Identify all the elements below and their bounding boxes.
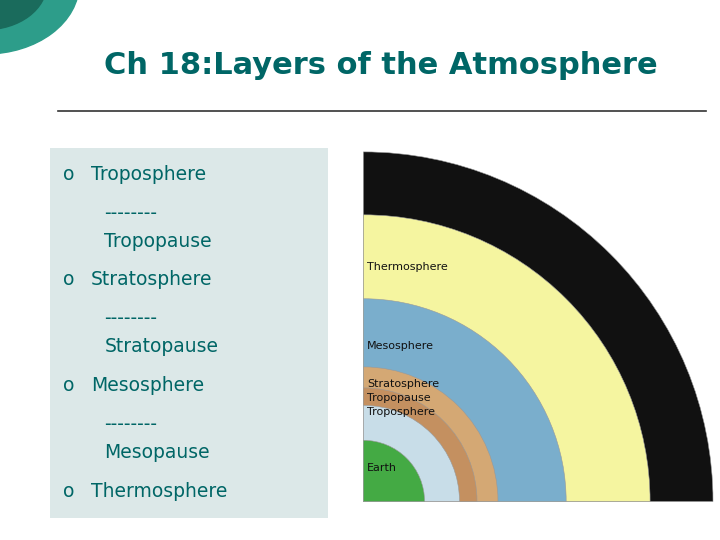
Text: Troposphere: Troposphere xyxy=(91,165,206,184)
Wedge shape xyxy=(364,299,566,502)
Text: o: o xyxy=(63,271,75,289)
Wedge shape xyxy=(364,152,713,502)
Text: Troposphere: Troposphere xyxy=(367,407,435,417)
Text: --------: -------- xyxy=(104,309,158,328)
Text: o: o xyxy=(63,482,75,501)
Text: Tropopause: Tropopause xyxy=(104,232,212,251)
Text: Thermosphere: Thermosphere xyxy=(91,482,227,501)
Text: Mesopause: Mesopause xyxy=(104,443,210,462)
Text: Tropopause: Tropopause xyxy=(367,393,431,403)
FancyBboxPatch shape xyxy=(50,148,328,518)
Text: Stratosphere: Stratosphere xyxy=(91,271,212,289)
Circle shape xyxy=(0,0,79,54)
Text: Space: Space xyxy=(367,177,401,187)
Wedge shape xyxy=(364,215,650,502)
Text: Ch 18:Layers of the Atmosphere: Ch 18:Layers of the Atmosphere xyxy=(104,51,658,80)
Text: o: o xyxy=(63,165,75,184)
Wedge shape xyxy=(364,440,425,502)
Text: Stratosphere: Stratosphere xyxy=(367,380,439,389)
Wedge shape xyxy=(364,367,498,502)
Text: Mesosphere: Mesosphere xyxy=(91,376,204,395)
Wedge shape xyxy=(364,388,477,502)
Text: Stratopause: Stratopause xyxy=(104,338,218,356)
Circle shape xyxy=(0,0,47,30)
Wedge shape xyxy=(364,406,459,502)
Text: Mesosphere: Mesosphere xyxy=(367,341,434,351)
Text: --------: -------- xyxy=(104,415,158,434)
Text: Thermosphere: Thermosphere xyxy=(367,262,448,272)
Text: Earth: Earth xyxy=(367,463,397,473)
Text: --------: -------- xyxy=(104,204,158,222)
Text: o: o xyxy=(63,376,75,395)
